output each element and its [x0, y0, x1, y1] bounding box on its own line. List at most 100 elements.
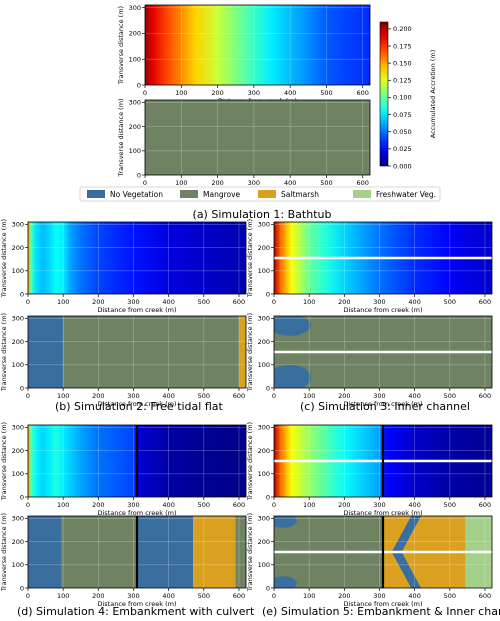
y-tick-label: 300: [258, 315, 270, 323]
y-tick-label: 300: [258, 424, 270, 432]
veg-patch: [274, 364, 311, 388]
x-tick-label: 0: [272, 501, 276, 509]
y-tick-label: 200: [12, 338, 24, 346]
x-tick-label: 100: [57, 298, 69, 306]
x-axis-label: Distance from creek (m): [97, 600, 176, 608]
x-tick-label: 200: [92, 392, 104, 400]
veg-patch: [274, 576, 297, 588]
legend-swatch: [180, 190, 198, 198]
x-tick-label: 500: [320, 89, 332, 97]
y-tick-label: 100: [12, 470, 24, 478]
y-tick-label: 0: [20, 384, 24, 392]
x-tick-label: 100: [175, 179, 187, 187]
x-tick-label: 100: [303, 298, 315, 306]
x-tick-label: 500: [444, 501, 456, 509]
y-tick-label: 200: [258, 338, 270, 346]
axes-frame: [27, 515, 247, 589]
colorbar-tick-label: 0.075: [393, 111, 412, 119]
x-tick-label: 400: [284, 89, 296, 97]
y-tick-label: 0: [266, 493, 270, 501]
veg-zone: [28, 516, 62, 588]
colorbar: 0.000 0.025 0.050 0.075 0.100 0.125 0.150 0.175…: [379, 21, 437, 170]
y-tick-label: 100: [258, 561, 270, 569]
axes-frame: [27, 424, 247, 498]
y-tick-label: 200: [12, 244, 24, 252]
legend-label: No Vegetation: [110, 190, 163, 199]
y-tick-label: 100: [12, 361, 24, 369]
y-tick-label: 100: [129, 147, 141, 155]
x-tick-label: 100: [57, 501, 69, 509]
y-tick-label: 0: [266, 290, 270, 298]
x-axis-label: Distance from creek (m): [343, 306, 422, 314]
colorbar-tick-label: 0.175: [393, 42, 412, 50]
axes-frame: [144, 4, 371, 86]
caption-a: (a) Simulation 1: Bathtub: [192, 208, 332, 221]
veg-zone: [235, 516, 246, 588]
colorbar-tick-label: 0.100: [393, 94, 412, 102]
x-tick-label: 300: [373, 392, 385, 400]
y-axis-label: Transverse distance (m): [246, 422, 254, 501]
x-tick-label: 400: [162, 592, 174, 600]
x-tick-label: 200: [338, 298, 350, 306]
x-axis-label: Distance from creek (m): [343, 509, 422, 517]
x-tick-label: 600: [233, 501, 245, 509]
y-tick-label: 0: [20, 493, 24, 501]
x-tick-label: 300: [373, 592, 385, 600]
axes-frame: [273, 315, 493, 389]
y-axis-label: Transverse distance (m): [246, 513, 254, 592]
x-axis-label: Distance from creek (m): [97, 306, 176, 314]
colorbar-label: Accumulated Accretion (m): [429, 50, 437, 139]
y-tick-label: 200: [258, 447, 270, 455]
x-tick-label: 300: [127, 298, 139, 306]
x-tick-label: 200: [211, 89, 223, 97]
x-tick-label: 0: [26, 298, 30, 306]
x-tick-label: 500: [320, 179, 332, 187]
legend-swatch: [353, 190, 371, 198]
veg-zone: [145, 100, 370, 175]
y-tick-label: 100: [258, 267, 270, 275]
x-axis-label: Distance from creek (m): [343, 400, 422, 408]
colorbar-tick-label: 0.025: [393, 145, 412, 153]
y-axis-label: Transverse distance (m): [0, 422, 8, 501]
x-tick-label: 0: [272, 592, 276, 600]
y-tick-label: 200: [12, 447, 24, 455]
veg-zone: [61, 516, 137, 588]
x-tick-label: 300: [127, 501, 139, 509]
axes-frame: [144, 99, 371, 176]
y-tick-label: 100: [258, 470, 270, 478]
x-tick-label: 500: [444, 298, 456, 306]
y-tick-label: 100: [129, 55, 141, 63]
y-tick-label: 300: [129, 4, 141, 12]
x-tick-label: 100: [303, 501, 315, 509]
x-tick-label: 200: [92, 501, 104, 509]
x-tick-label: 400: [408, 392, 420, 400]
x-tick-label: 200: [338, 592, 350, 600]
x-axis-label: Distance from creek (m): [97, 509, 176, 517]
axes-frame: [273, 515, 493, 589]
colorbar-tick-label: 0.150: [393, 59, 412, 67]
x-tick-label: 0: [272, 298, 276, 306]
veg-zone: [137, 516, 194, 588]
x-tick-label: 600: [479, 392, 491, 400]
accretion-field: [28, 222, 246, 294]
x-tick-label: 600: [357, 89, 369, 97]
y-tick-label: 300: [12, 221, 24, 229]
axes-frame: [27, 221, 247, 295]
x-axis-label: Distance from creek (m): [343, 600, 422, 608]
x-tick-label: 500: [444, 392, 456, 400]
colorbar-tick-label: 0.200: [393, 25, 412, 33]
y-tick-label: 300: [258, 515, 270, 523]
x-tick-label: 100: [175, 89, 187, 97]
x-tick-label: 500: [198, 501, 210, 509]
y-tick-label: 200: [12, 538, 24, 546]
y-tick-label: 200: [258, 244, 270, 252]
x-tick-label: 0: [26, 501, 30, 509]
x-tick-label: 100: [303, 592, 315, 600]
y-tick-label: 300: [12, 424, 24, 432]
y-axis-label: Transverse distance (m): [246, 219, 254, 298]
